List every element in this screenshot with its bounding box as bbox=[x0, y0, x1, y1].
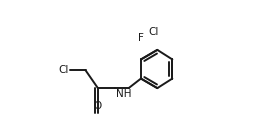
Text: Cl: Cl bbox=[59, 65, 69, 75]
Text: O: O bbox=[94, 101, 102, 111]
Text: F: F bbox=[138, 33, 144, 43]
Text: NH: NH bbox=[116, 89, 132, 99]
Text: Cl: Cl bbox=[148, 27, 158, 37]
